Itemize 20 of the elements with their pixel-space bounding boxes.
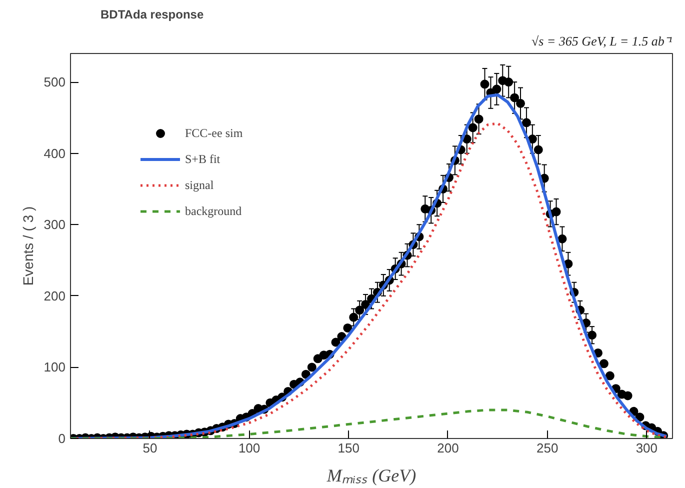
chart-title: BDTAda response (100, 8, 204, 22)
y-axis-title: Events / ( 3 ) (20, 206, 36, 286)
y-tick-label: 400 (44, 146, 66, 161)
y-tick-label: 500 (44, 74, 66, 90)
text: √s = 365 GeV, L = 1.5 ab⁻¹ (531, 34, 672, 48)
legend-label: S+B fit (185, 152, 220, 166)
x-tick-label: 300 (636, 440, 658, 456)
y-tick-label: 200 (44, 288, 66, 304)
y-tick-label: 0 (58, 431, 66, 446)
x-axis-title: Mₘᵢₛₛ (GeV) (326, 466, 416, 486)
x-tick-label: 150 (338, 440, 360, 456)
x-tick-label: 100 (238, 440, 260, 456)
x-tick-label: 50 (142, 440, 158, 456)
legend-label: signal (185, 178, 214, 192)
legend-label: FCC-ee sim (185, 126, 243, 140)
y-tick-label: 300 (44, 217, 66, 232)
y-tick-label: 100 (44, 360, 66, 375)
legend-label: background (185, 204, 242, 218)
x-tick-label: 250 (536, 440, 558, 456)
x-tick-label: 200 (437, 440, 459, 456)
